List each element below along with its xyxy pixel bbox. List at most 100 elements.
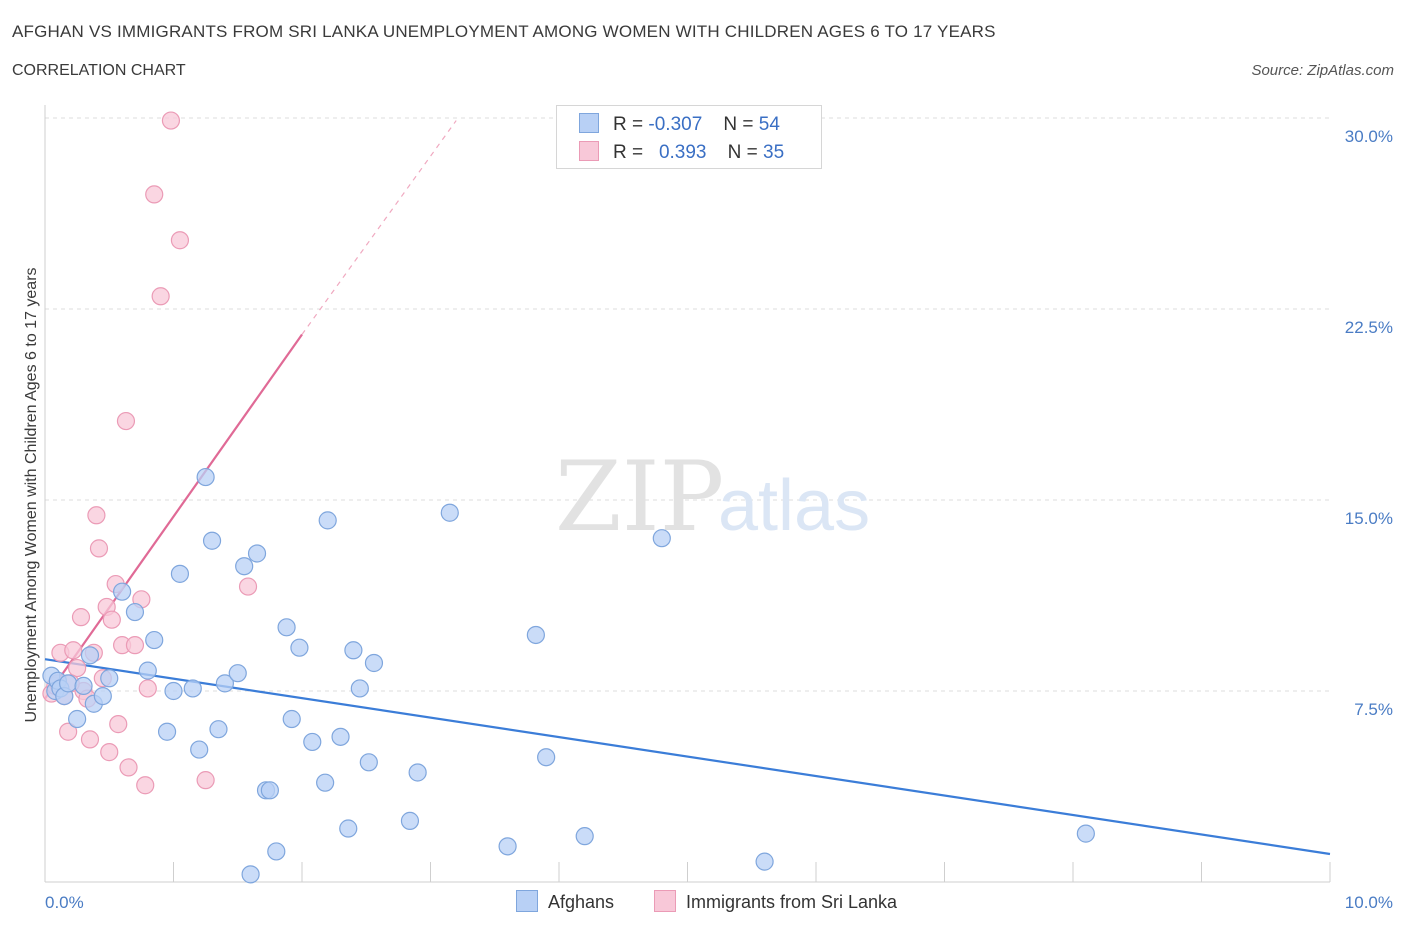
srilanka-trend-line [44,333,303,700]
stats-legend: R = -0.307 N = 54 R = 0.393 N = 35 [556,105,822,169]
x-tick-label: 0.0% [45,893,84,912]
srilanka-point [87,506,106,525]
srilanka-point [80,730,100,749]
afghans-point [526,625,545,645]
afghans-point [112,582,132,601]
legend-srilanka-label: Immigrants from Sri Lanka [686,892,898,912]
srilanka-point [238,577,258,596]
srilanka-point [109,715,128,734]
axes [44,105,1331,883]
afghans-r-label: R = [613,114,644,135]
y-tick-label: 22.5% [1345,318,1393,337]
afghans-n-value: 54 [758,114,780,135]
watermark-zip: ZIP [555,441,724,553]
srilanka-point [125,636,145,655]
watermark: ZIP atlas [555,441,870,553]
afghans-point [209,720,228,739]
srilanka-point [100,743,119,762]
afghans-point [755,852,774,871]
y-axis-label: Unemployment Among Women with Children A… [23,267,40,722]
srilanka-point [119,758,138,777]
afghans-point [74,676,93,696]
grid-lines [45,117,1330,692]
afghans-point [164,681,183,701]
afghans-point [235,557,254,576]
srilanka-point [68,658,87,678]
srilanka-trend-extension [301,120,457,335]
afghans-point [364,653,384,673]
afghans-point [652,529,671,548]
srilanka-point [71,608,91,627]
afghans-point [100,669,119,688]
afghans-point [157,722,177,741]
y-tick-label: 30.0% [1345,127,1393,146]
afghans-swatch [579,113,599,133]
afghans-point [68,709,87,729]
afghans-point [196,467,215,487]
afghans-point [290,638,309,657]
legend-srilanka-swatch [654,890,676,912]
afghans-point [260,781,279,800]
afghans-trend-line [44,658,1331,856]
data-points [42,111,1095,884]
afghans-point [125,602,145,622]
afghans-point [440,503,459,522]
x-tick-label: 10.0% [1345,893,1393,912]
srilanka-point [138,679,157,698]
afghans-point [183,679,202,698]
srilanka-point [151,287,170,306]
srilanka-point [170,231,190,250]
srilanka-r-value: 0.393 [658,142,707,163]
afghans-point [267,842,286,861]
afghans-point [400,811,420,830]
y-tick-label: 7.5% [1354,700,1393,719]
legend-item-srilanka[interactable]: Immigrants from Sri Lanka [654,890,897,913]
afghans-n-label: N = [723,114,754,135]
afghans-point [339,819,358,838]
srilanka-point [136,776,155,795]
afghans-point [498,837,517,856]
source-label: Source: ZipAtlas.com [1251,62,1394,79]
tick-labels: 7.5% 15.0% 22.5% 30.0% 0.0% 10.0% [45,127,1393,912]
trend-lines [44,120,1331,856]
afghans-r-value: -0.307 [648,114,703,135]
afghans-point [282,709,301,729]
afghans-point [241,865,260,884]
afghans-point [170,564,190,583]
afghans-point [59,674,78,693]
srilanka-swatch [579,141,599,161]
srilanka-point [145,185,164,204]
legend-item-afghans[interactable]: Afghans [516,890,614,913]
stats-row-afghans: R = -0.307 N = 54 [579,113,780,137]
legend-afghans-swatch [516,890,538,912]
afghans-point [1076,824,1095,843]
watermark-atlas: atlas [718,466,870,546]
afghans-point [202,531,222,550]
afghans-point [575,827,594,846]
srilanka-point [196,771,215,790]
afghans-point [93,686,112,706]
y-tick-label: 15.0% [1345,509,1393,528]
afghans-point [359,753,378,772]
stats-row-srilanka: R = 0.393 N = 35 [579,141,784,165]
srilanka-point [59,722,78,741]
afghans-point [537,748,556,767]
afghans-point [318,511,337,530]
legend-afghans-label: Afghans [548,892,615,912]
afghans-point [344,641,363,660]
srilanka-point [116,411,136,431]
afghans-point [145,630,164,650]
afghans-point [331,727,350,746]
afghans-point [228,664,247,683]
srilanka-point [64,641,83,660]
srilanka-point [161,111,181,130]
srilanka-r-label: R = [613,142,644,163]
afghans-point [80,646,100,665]
afghans-point [316,773,335,792]
chart-title: AFGHAN VS IMMIGRANTS FROM SRI LANKA UNEM… [12,22,996,41]
afghans-point [277,618,296,637]
srilanka-n-label: N = [727,142,758,163]
afghans-point [215,674,234,693]
srilanka-point [89,539,109,558]
